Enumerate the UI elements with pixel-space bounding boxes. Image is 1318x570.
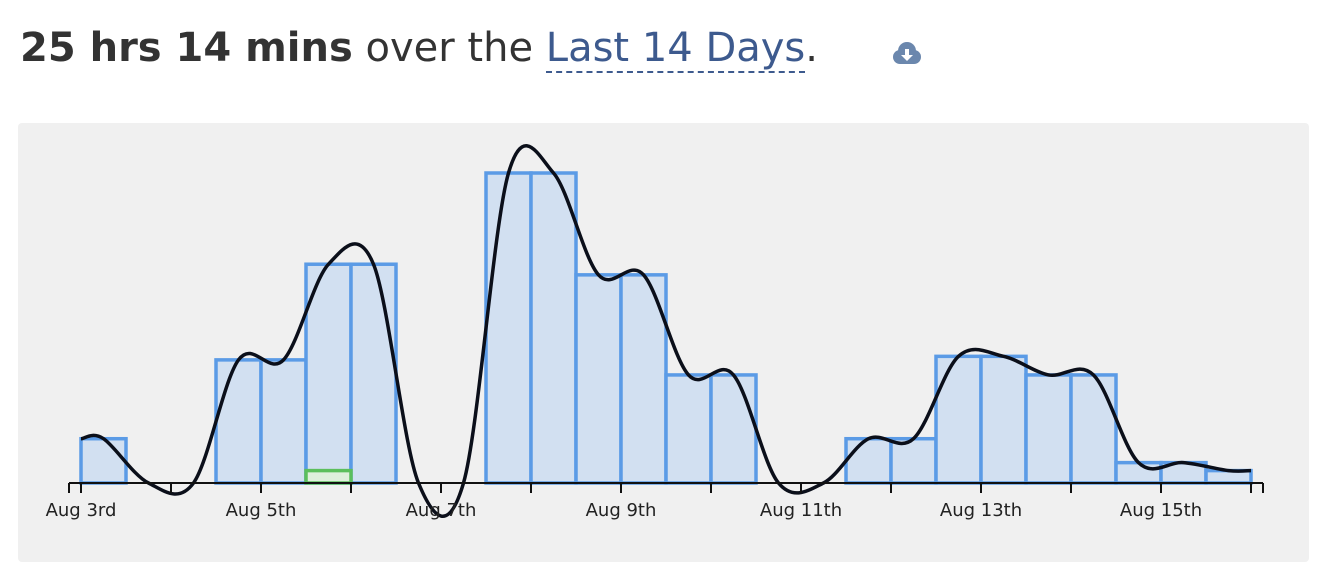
bar[interactable]: [529, 171, 578, 485]
range-connector: over the: [365, 25, 534, 71]
bar[interactable]: [979, 354, 1028, 485]
bar[interactable]: [1024, 373, 1073, 485]
chart-panel: Aug 3rd Aug 5th Aug 7th Aug 9th Aug 11th Aug …: [18, 123, 1309, 562]
headline-period: .: [805, 25, 818, 71]
bar[interactable]: [214, 358, 263, 485]
date-range-selector[interactable]: Last 14 Days: [545, 25, 806, 73]
bar[interactable]: [259, 358, 308, 485]
smoothed-trend-line: [80, 144, 1252, 518]
x-tick-label: Aug 7th: [406, 500, 477, 521]
bar[interactable]: [574, 273, 623, 485]
x-axis: Aug 3rd Aug 5th Aug 7th Aug 9th Aug 11th Aug …: [46, 482, 1264, 521]
bar[interactable]: [844, 436, 893, 485]
activity-chart: Aug 3rd Aug 5th Aug 7th Aug 9th Aug 11th Aug …: [46, 144, 1264, 521]
x-tick-label: Aug 3rd: [46, 500, 117, 521]
x-tick-label: Aug 5th: [226, 500, 297, 521]
x-tick-label: Aug 15th: [1120, 500, 1202, 521]
bar[interactable]: [664, 373, 713, 485]
secondary-bar[interactable]: [304, 468, 353, 485]
bar[interactable]: [1114, 460, 1163, 485]
bar[interactable]: [349, 262, 398, 485]
bar-areas: [79, 171, 1253, 485]
cloud-download-icon[interactable]: [888, 40, 924, 68]
summary-headline: 25 hrs 14 mins over the Last 14 Days.: [20, 18, 818, 78]
bar[interactable]: [709, 373, 758, 485]
bar[interactable]: [79, 436, 128, 485]
bar[interactable]: [934, 354, 983, 485]
x-tick-label: Aug 11th: [760, 500, 842, 521]
bar[interactable]: [484, 171, 533, 485]
x-tick-label: Aug 13th: [940, 500, 1022, 521]
bar[interactable]: [1069, 373, 1118, 485]
bar[interactable]: [889, 436, 938, 485]
total-time: 25 hrs 14 mins: [20, 25, 353, 71]
x-tick-label: Aug 9th: [586, 500, 657, 521]
